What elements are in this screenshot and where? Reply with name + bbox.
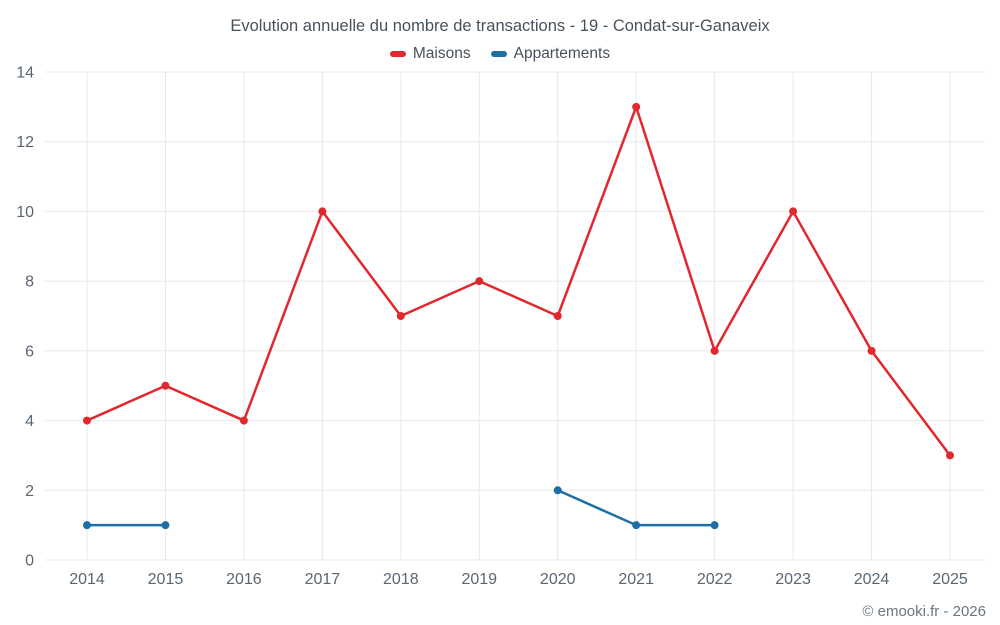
appartements-series-swatch [490, 51, 507, 57]
x-tick-label: 2021 [618, 571, 654, 588]
data-point-appartements[interactable] [632, 521, 641, 530]
data-point-appartements[interactable] [710, 521, 719, 530]
data-point-appartements[interactable] [553, 486, 562, 495]
legend: Maisons Appartements [0, 45, 1000, 63]
data-point-maisons[interactable] [318, 207, 327, 216]
y-tick-label: 12 [16, 134, 34, 151]
legend-item-maisons[interactable]: Maisons [389, 45, 471, 63]
series-line-maisons [85, 105, 952, 457]
data-point-maisons[interactable] [946, 451, 954, 460]
y-tick-label: 4 [25, 413, 34, 430]
data-point-maisons[interactable] [396, 312, 405, 320]
x-tick-label: 2015 [148, 571, 184, 588]
x-tick-label: 2020 [540, 571, 576, 588]
x-tick-label: 2014 [69, 571, 105, 588]
data-point-appartements[interactable] [161, 521, 170, 530]
y-tick-label: 0 [25, 553, 34, 570]
data-point-maisons[interactable] [710, 346, 719, 355]
y-tick-label: 6 [25, 343, 34, 360]
x-tick-label: 2016 [226, 571, 262, 588]
x-tick-label: 2019 [461, 571, 497, 588]
x-tick-label: 2023 [775, 571, 811, 588]
data-point-maisons[interactable] [632, 102, 641, 111]
data-point-maisons[interactable] [475, 277, 484, 286]
copyright: © emooki.fr - 2026 [862, 603, 986, 620]
data-point-maisons[interactable] [789, 207, 798, 216]
x-tick-label: 2018 [383, 571, 419, 588]
data-point-appartements[interactable] [83, 521, 91, 530]
y-tick-label: 14 [16, 65, 34, 82]
y-tick-label: 10 [16, 204, 34, 221]
x-tick-label: 2025 [932, 571, 968, 588]
y-tick-label: 8 [25, 274, 34, 291]
data-point-maisons[interactable] [239, 416, 248, 425]
legend-item-appartements[interactable]: Appartements [490, 45, 611, 63]
x-tick-label: 2024 [854, 571, 890, 588]
maisons-series-swatch [389, 51, 406, 57]
y-tick-label: 2 [25, 483, 34, 500]
legend-label-appartements: Appartements [513, 45, 611, 62]
data-point-maisons[interactable] [161, 381, 170, 390]
x-tick-label: 2017 [305, 571, 341, 588]
x-tick-label: 2022 [697, 571, 733, 588]
data-point-maisons[interactable] [553, 312, 562, 320]
chart-title: Evolution annuelle du nombre de transact… [230, 17, 770, 35]
data-point-maisons[interactable] [867, 346, 876, 355]
data-point-maisons[interactable] [83, 416, 91, 425]
legend-label-maisons: Maisons [412, 45, 471, 62]
